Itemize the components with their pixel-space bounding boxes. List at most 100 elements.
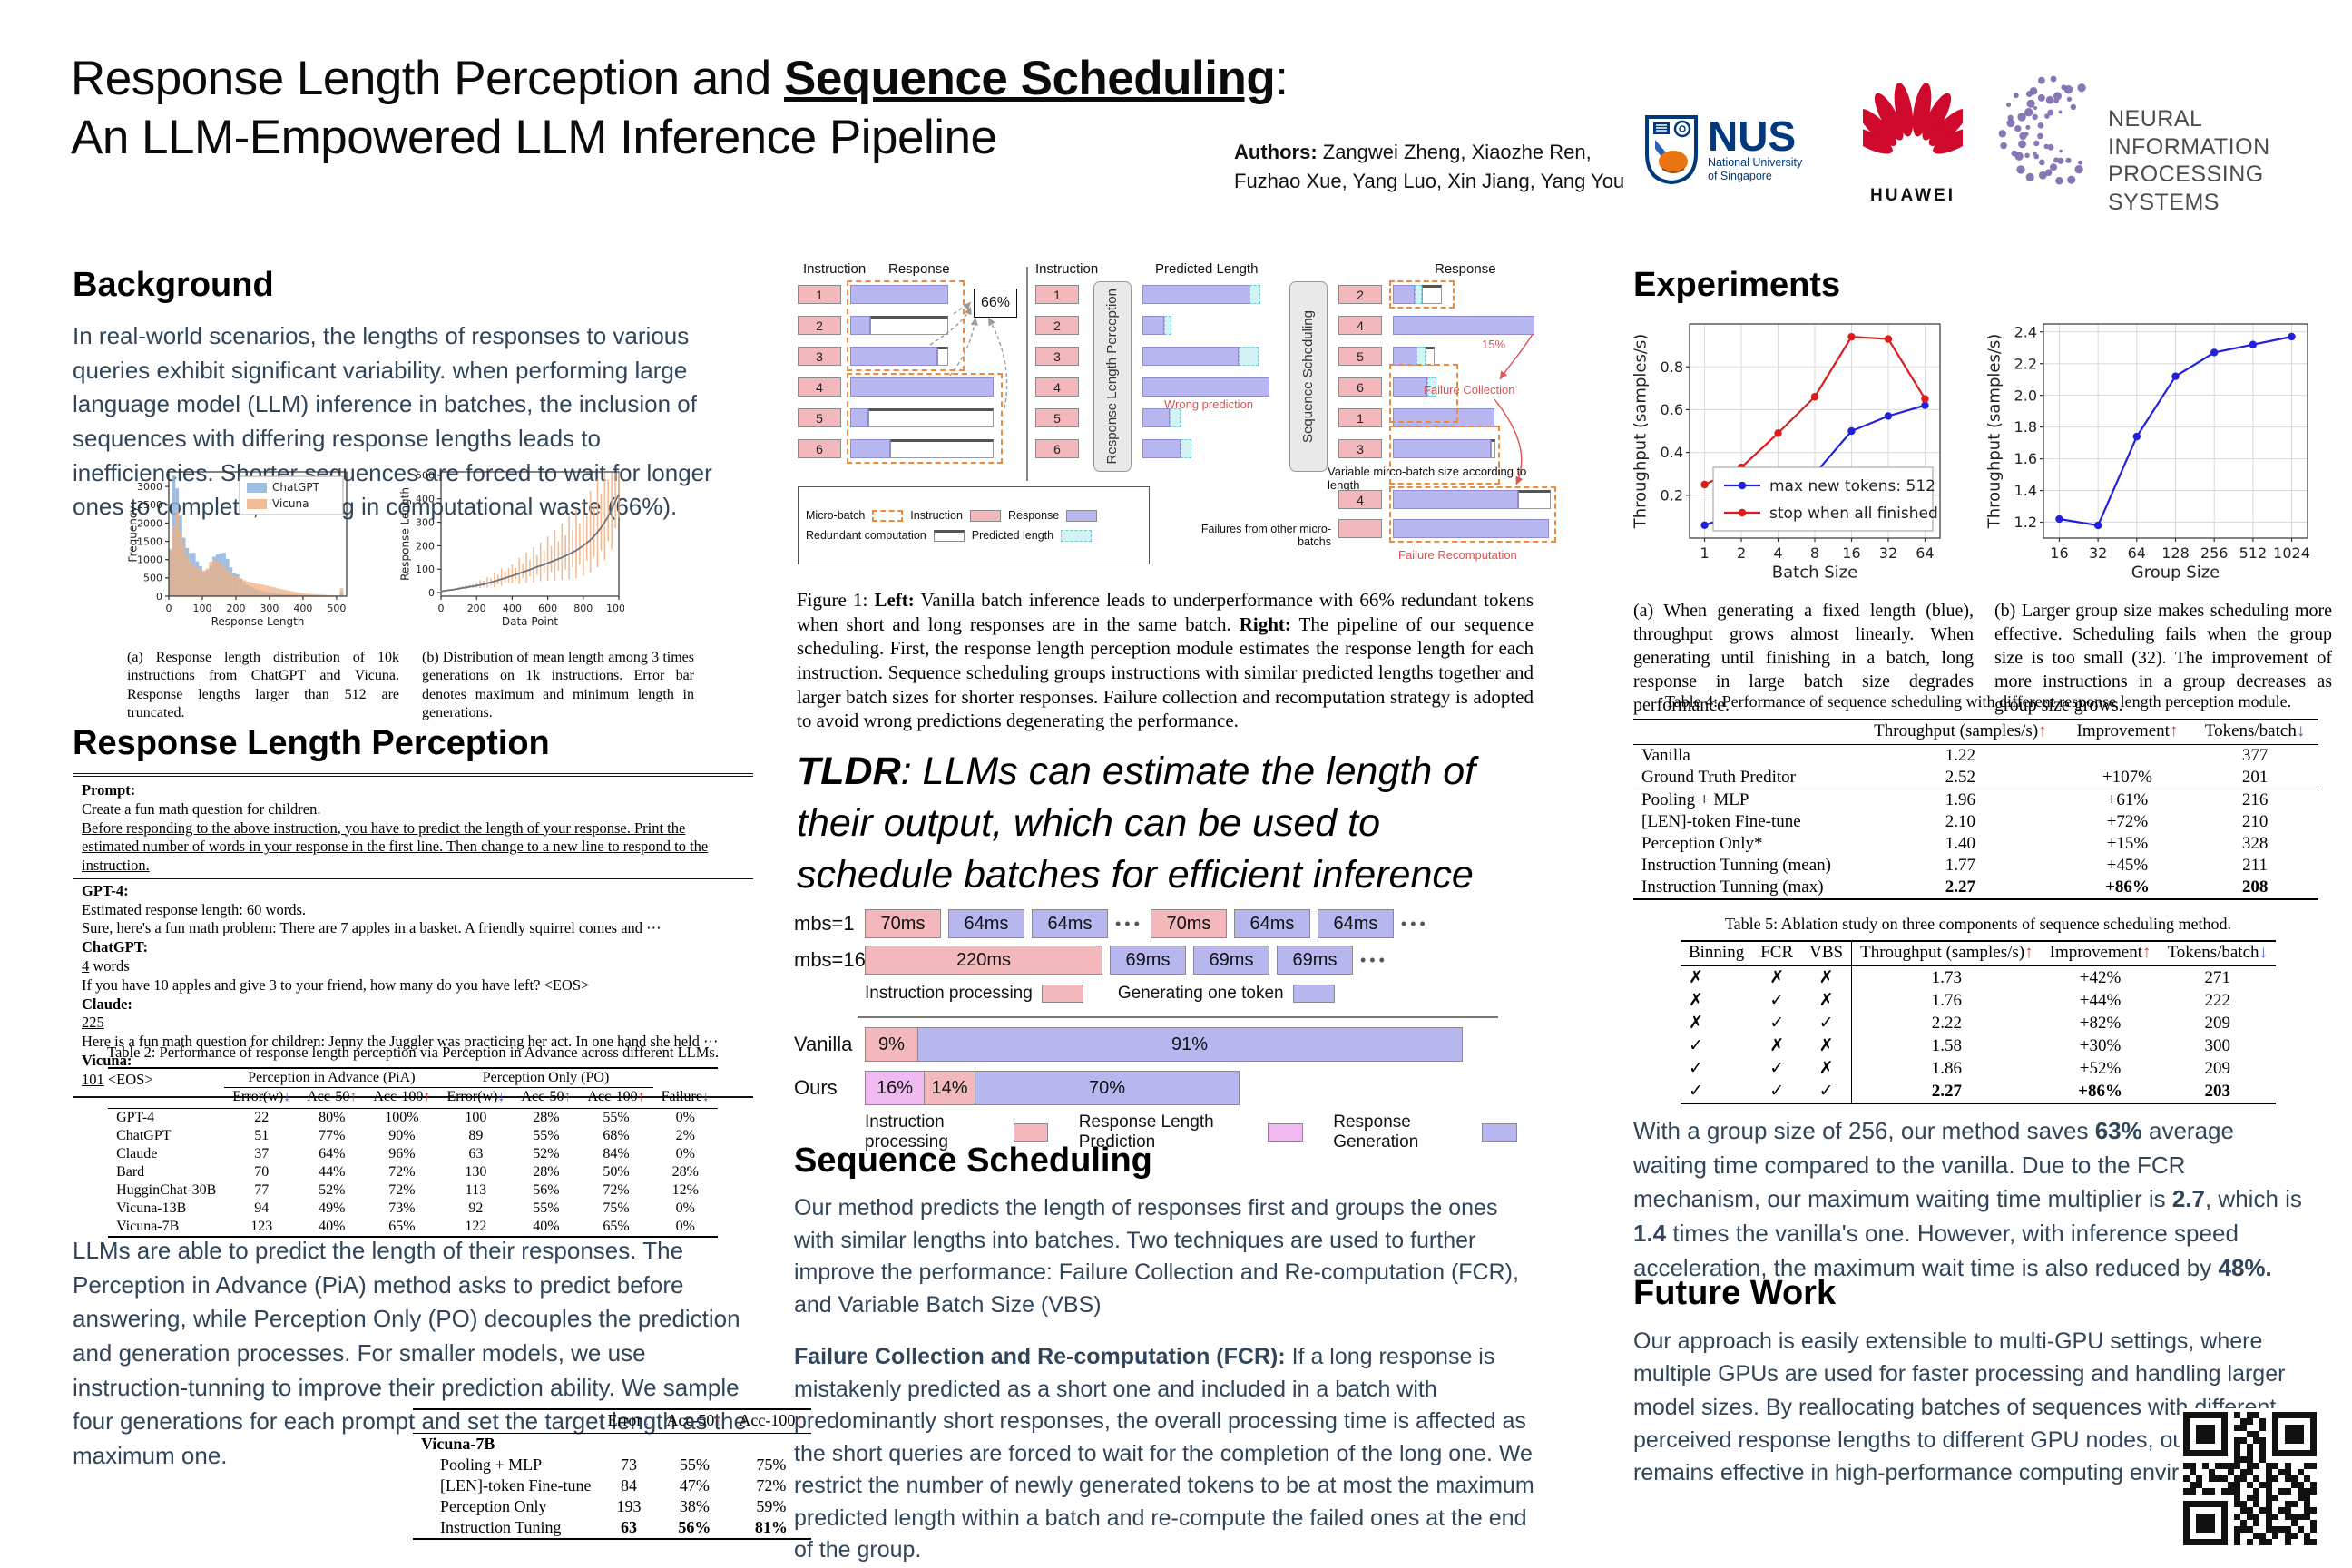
timing-box: 69ms [1110,946,1186,975]
redundant-bar [868,408,994,427]
legend-label: Predicted length [971,529,1054,542]
authors-block: Authors: Zangwei Zheng, Xiaozhe Ren, Fuz… [1234,138,1633,196]
authors-line1: Authors: Zangwei Zheng, Xiaozhe Ren, [1234,141,1592,163]
group-size-paragraph: With a group size of 256, our method sav… [1633,1117,2302,1281]
svg-text:500: 500 [143,573,162,584]
col-header-predicted-length: Predicted Length [1155,261,1259,277]
svg-text:64: 64 [1916,544,1934,562]
seqsched-text: Our method predicts the length of respon… [794,1192,1536,1568]
svg-text:200: 200 [467,603,486,614]
svg-text:0.8: 0.8 [1661,358,1683,376]
instruction-box: 4 [798,377,841,397]
svg-text:2.4: 2.4 [2014,323,2037,340]
legend-swatch [933,529,965,542]
chart-mean-length-errorbar: 0 100 200 300 400 500 0 200 400 600 800 1000 Data Po… [397,465,632,637]
timing-row-label: mbs=1 [794,912,855,935]
percentage-bar: 9% 91% [865,1027,1464,1062]
ellipsis: ••• [1400,914,1429,933]
timing-box: 69ms [1193,946,1269,975]
legend-label: Response Generation [1333,1112,1419,1152]
table2: Perception in Advance (PiA) Perception On… [108,1067,718,1238]
future-work-paragraph: Our approach is easily extensible to mul… [1633,1328,2286,1485]
svg-text:100: 100 [192,603,211,614]
svg-text:400: 400 [293,603,312,614]
micro-batch-box [847,280,965,371]
seqsched-fcr: Failure Collection and Re-computation (F… [794,1344,1534,1563]
table-row: Bard 70 44% 72% 130 28% 50% 28% [116,1164,699,1180]
legend-swatch [1013,1123,1049,1142]
svg-text:256: 256 [2200,544,2229,562]
prompt-line: Here is a fun math question for children… [82,1033,719,1051]
legend-swatch [969,509,1001,522]
response-bar [1393,316,1534,335]
svg-text:0: 0 [166,603,172,614]
table4-caption: Table 4: Performance of sequence schedul… [1664,692,2292,710]
instruction-box: 3 [1035,347,1079,366]
predicted-bar [1142,285,1250,304]
svg-text:Response Length: Response Length [211,615,305,628]
svg-text:800: 800 [573,603,593,614]
ellipsis: ••• [1115,914,1143,933]
ellipsis: ••• [1360,950,1388,969]
section-heading-background: Background [73,266,274,304]
bar-segment: 70% [975,1071,1240,1105]
svg-text:Frequency: Frequency [126,506,139,563]
legend-swatch [1268,1123,1303,1142]
exp-caption-b: (b) Larger group size makes scheduling m… [1994,601,2332,715]
table-row: Vicuna-7B 123 40% 65% 122 40% 65% 0% [116,1219,695,1234]
predicted-length-bar [1239,347,1259,366]
instruction-box: 5 [1338,347,1382,366]
predicted-length-bar [1164,316,1171,335]
table-row: GPT-4 22 80% 100% 100 28% 55% 0% [116,1110,695,1125]
table-row: [LEN]-token Fine-tune 2.10 +72% 210 [1642,812,2269,831]
title-line1: Response Length Perception and Sequence … [71,52,1289,105]
table5-caption: Table 5: Ablation study on three compone… [1724,915,2232,933]
svg-text:1000: 1000 [606,603,624,614]
figure1-diagram: Instruction Response Instruction Predicted … [794,261,1556,577]
panel-divider [1026,267,1028,481]
huawei-flower-icon [1847,83,1978,154]
prompt-line: ChatGPT: [82,938,149,956]
svg-text:512: 512 [2239,544,2268,562]
predicted-length-bar [1181,439,1191,458]
response-bar [1393,347,1416,366]
timing-legend: Instruction processing Response Length Pr… [865,1112,1538,1152]
nus-subtext-2: of Singapore [1708,169,1772,182]
svg-text:600: 600 [538,603,557,614]
table4: Throughput (samples/s)↑ Improvement↑ Token… [1633,719,2318,900]
bar-segment: 9% [865,1027,918,1062]
timing-box: 64ms [1032,909,1108,938]
predicted-bar [1142,347,1239,366]
svg-text:1024: 1024 [2273,544,2310,562]
svg-text:32: 32 [2089,544,2107,562]
prompt-divider [73,877,753,879]
legend-label: Micro-batch [806,509,866,522]
chart-caption-a: (a) Response length distribution of 10k … [127,650,399,721]
table-row: ✗ ✓ ✓ 2.22 +82% 209 [1688,1012,2230,1034]
failures-from-label: Failures from other micro-batchs [1200,523,1331,548]
redundant-bar [1426,347,1435,366]
chart-caption-b: (b) Distribution of mean length among 3 … [422,650,694,721]
predicted-length-bar [1415,285,1422,304]
nus-shield-icon [1645,115,1698,185]
svg-text:0.4: 0.4 [1661,444,1683,461]
table-row: Instruction Tuning 63 56% 81% [440,1518,788,1536]
section-heading-seqsched: Sequence Scheduling [794,1142,1152,1180]
instruction-box: 1 [1035,285,1079,304]
instruction-box: 4 [1338,490,1382,509]
response-bar [850,408,868,427]
redundant-bar [890,439,994,458]
svg-text:0.2: 0.2 [1661,486,1683,504]
svg-text:2500: 2500 [137,499,162,511]
svg-text:128: 128 [2161,544,2190,562]
table-row: Instruction Tunning (mean) 1.77 +45% 211 [1642,856,2268,875]
svg-text:1: 1 [1700,544,1709,562]
section-heading-rlp: Response Length Perception [73,724,550,762]
redundant-bar [1518,490,1551,509]
instruction-box: 4 [1035,377,1079,397]
instruction-box: 3 [1338,439,1382,458]
col-header-instruction: Instruction [1035,261,1099,277]
svg-text:2: 2 [1737,544,1746,562]
svg-text:Group Size: Group Size [2132,564,2220,583]
poster-title: Response Length Perception and Sequence … [71,50,1486,167]
